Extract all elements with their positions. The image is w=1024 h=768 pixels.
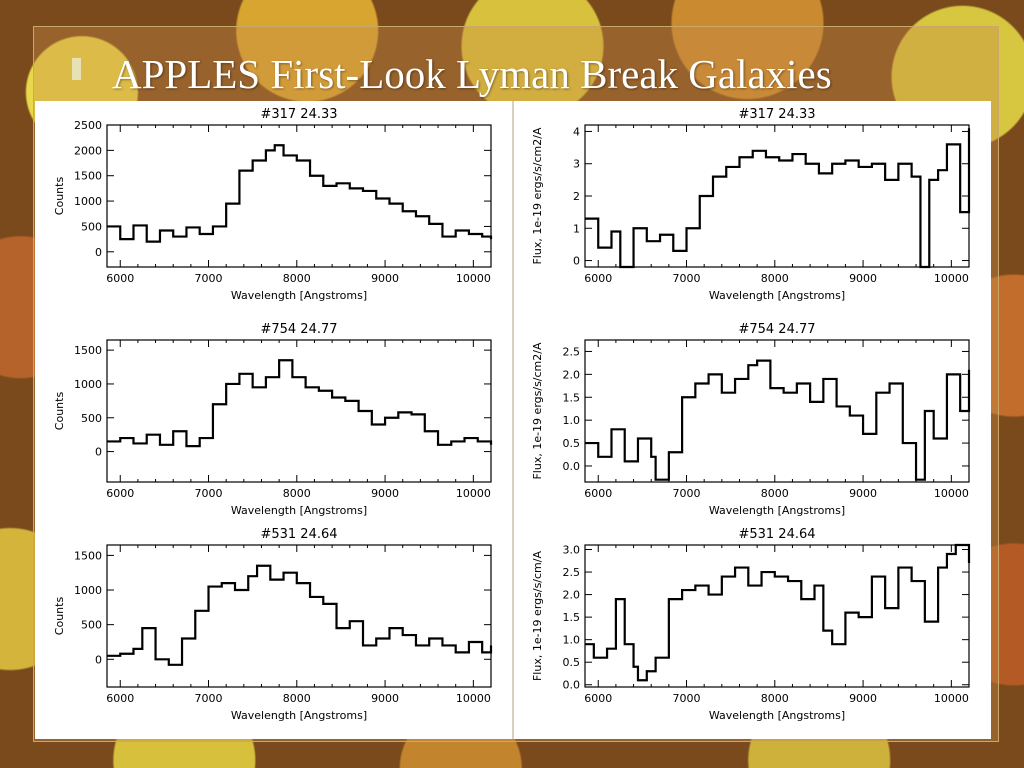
chart-5-xtick-label: 7000 <box>195 692 223 705</box>
chart-3-ytick-label: 1000 <box>74 378 102 391</box>
chart-1-ytick-label: 500 <box>81 220 102 233</box>
chart-3-series-line <box>107 359 493 448</box>
chart-6-ytick-label: 1.5 <box>563 611 581 624</box>
chart-3-title: #754 24.77 <box>260 322 337 337</box>
chart-2-ytick-label: 4 <box>573 125 580 138</box>
chart-3-plot-frame <box>106 339 492 483</box>
chart-2-ytick-label: 1 <box>573 222 580 235</box>
chart-4-xlabel: Wavelength [Angstroms] <box>709 504 845 517</box>
chart-6-ytick-label: 0.0 <box>563 679 581 692</box>
chart-4-xtick-label: 9000 <box>849 487 877 500</box>
chart-4-title: #754 24.77 <box>738 322 815 337</box>
chart-6-xlabel: Wavelength [Angstroms] <box>709 709 845 722</box>
chart-1-xtick-label: 7000 <box>195 272 223 285</box>
chart-2-xtick-label: 7000 <box>673 272 701 285</box>
chart-2-ytick-label: 0 <box>573 255 580 268</box>
chart-6-ytick-label: 0.5 <box>563 656 581 669</box>
chart-4-ytick-label: 0.0 <box>563 460 581 473</box>
chart-5-xlabel: Wavelength [Angstroms] <box>231 709 367 722</box>
chart-5-plot-frame <box>106 544 492 688</box>
bullet-marker <box>72 58 81 80</box>
chart-6-plot-frame <box>584 544 970 688</box>
chart-6-ytick-label: 2.0 <box>563 589 581 602</box>
chart-5-ylabel: Counts <box>53 597 66 636</box>
chart-1-ytick-label: 2000 <box>74 144 102 157</box>
chart-1-series-line <box>107 144 493 243</box>
chart-1-xtick-label: 9000 <box>371 272 399 285</box>
chart-4-xtick-label: 10000 <box>934 487 969 500</box>
slide-title: APPLES First-Look Lyman Break Galaxies <box>112 51 832 97</box>
chart-6-xtick-label: 7000 <box>673 692 701 705</box>
chart-3-xtick-label: 6000 <box>106 487 134 500</box>
chart-5-xtick-label: 6000 <box>106 692 134 705</box>
chart-1-xlabel: Wavelength [Angstroms] <box>231 289 367 302</box>
chart-4-series-line <box>585 359 971 481</box>
chart-2-ytick-label: 2 <box>573 190 580 203</box>
chart-1-xtick-label: 6000 <box>106 272 134 285</box>
chart-1-ytick-label: 2500 <box>74 119 102 132</box>
chart-1-ylabel: Counts <box>53 177 66 216</box>
chart-6-series-line <box>585 543 971 682</box>
chart-4-ytick-label: 1.0 <box>563 414 581 427</box>
chart-1-plot-frame <box>106 124 492 268</box>
panel-divider <box>512 101 514 739</box>
chart-3-ylabel: Counts <box>53 392 66 431</box>
chart-2-series-line <box>585 128 971 269</box>
chart-6-title: #531 24.64 <box>738 527 815 542</box>
chart-6-ylabel: Flux, 1e-19 ergs/s/cm/A <box>531 551 544 682</box>
chart-3-ytick-label: 500 <box>81 412 102 425</box>
chart-2-xtick-label: 9000 <box>849 272 877 285</box>
chart-6-xtick-label: 6000 <box>584 692 612 705</box>
chart-3-xtick-label: 9000 <box>371 487 399 500</box>
chart-5-ytick-label: 1000 <box>74 584 102 597</box>
chart-6-xtick-label: 10000 <box>934 692 969 705</box>
chart-5-title: #531 24.64 <box>260 527 337 542</box>
chart-6-xtick-label: 9000 <box>849 692 877 705</box>
chart-3-xtick-label: 7000 <box>195 487 223 500</box>
left-plot-panel <box>35 101 512 739</box>
chart-2-plot-frame <box>584 124 970 268</box>
chart-1-ytick-label: 1500 <box>74 170 102 183</box>
chart-1-xtick-label: 8000 <box>283 272 311 285</box>
chart-4-xtick-label: 6000 <box>584 487 612 500</box>
chart-2-xlabel: Wavelength [Angstroms] <box>709 289 845 302</box>
chart-4-xtick-label: 7000 <box>673 487 701 500</box>
chart-6-ytick-label: 3.0 <box>563 544 581 557</box>
chart-3-xtick-label: 10000 <box>456 487 491 500</box>
chart-6-ytick-label: 1.0 <box>563 634 581 647</box>
chart-5-xtick-label: 8000 <box>283 692 311 705</box>
chart-2-title: #317 24.33 <box>738 107 815 122</box>
chart-6-ytick-label: 2.5 <box>563 566 581 579</box>
chart-5-series-line <box>107 564 493 666</box>
chart-1-xtick-label: 10000 <box>456 272 491 285</box>
chart-3-ytick-label: 0 <box>95 446 102 459</box>
chart-1-ytick-label: 1000 <box>74 195 102 208</box>
chart-6-xtick-label: 8000 <box>761 692 789 705</box>
chart-4-ytick-label: 1.5 <box>563 391 581 404</box>
chart-3-ytick-label: 1500 <box>74 344 102 357</box>
chart-5-xtick-label: 9000 <box>371 692 399 705</box>
right-plot-panel <box>514 101 991 739</box>
chart-1-title: #317 24.33 <box>260 107 337 122</box>
chart-3-xlabel: Wavelength [Angstroms] <box>231 504 367 517</box>
chart-3-xtick-label: 8000 <box>283 487 311 500</box>
chart-2-xtick-label: 6000 <box>584 272 612 285</box>
chart-2-ylabel: Flux, 1e-19 ergs/s/cm2/A <box>531 127 544 265</box>
chart-4-ytick-label: 2.0 <box>563 368 581 381</box>
chart-5-xtick-label: 10000 <box>456 692 491 705</box>
chart-5-ytick-label: 500 <box>81 619 102 632</box>
chart-4-xtick-label: 8000 <box>761 487 789 500</box>
chart-4-ytick-label: 0.5 <box>563 437 581 450</box>
chart-4-ylabel: Flux, 1e-19 ergs/s/cm2/A <box>531 342 544 480</box>
chart-2-ytick-label: 3 <box>573 158 580 171</box>
chart-4-plot-frame <box>584 339 970 483</box>
chart-2-xtick-label: 8000 <box>761 272 789 285</box>
chart-5-ytick-label: 0 <box>95 653 102 666</box>
chart-5-ytick-label: 1500 <box>74 549 102 562</box>
chart-4-ytick-label: 2.5 <box>563 345 581 358</box>
chart-1-ytick-label: 0 <box>95 246 102 259</box>
chart-2-xtick-label: 10000 <box>934 272 969 285</box>
